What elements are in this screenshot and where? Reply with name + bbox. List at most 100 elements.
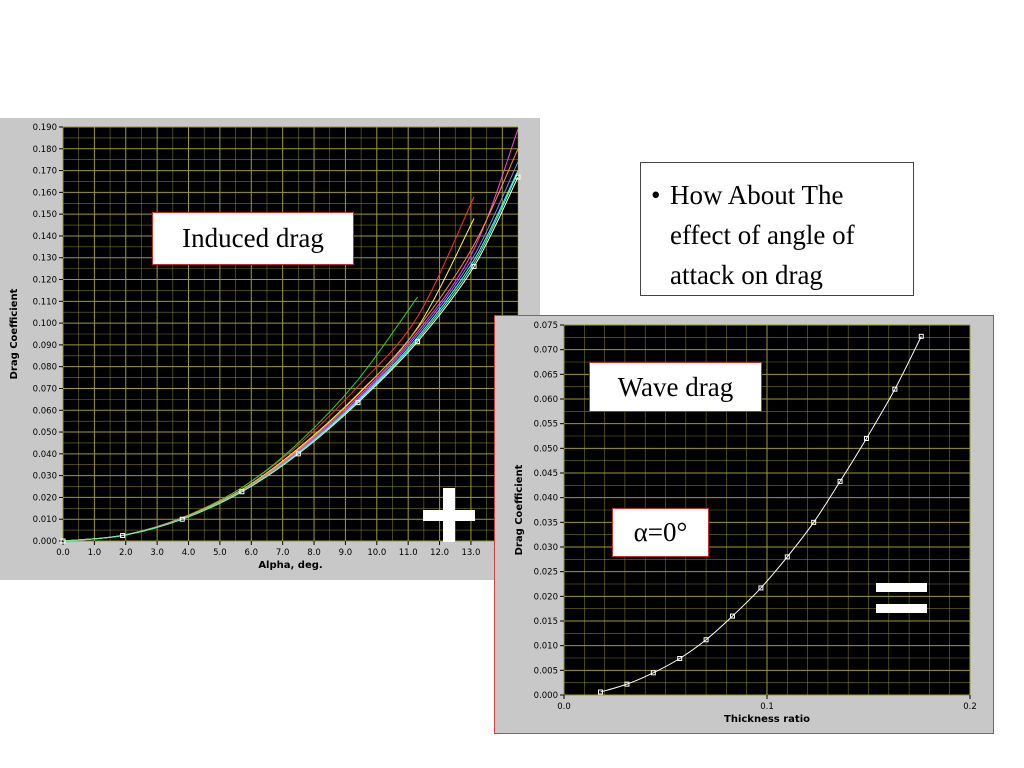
grid <box>563 324 971 696</box>
data-point-marker <box>624 681 630 687</box>
y-tick-label: 0.060 <box>33 406 57 416</box>
x-tick-label: 5.0 <box>213 548 227 558</box>
x-tick-label: 10.0 <box>367 548 386 558</box>
x-tick-labels: 0.0 1.0 2.0 3.0 4.0 5.0 6.0 7.0 8.0 9.0 10.0 11.0 12… <box>56 541 512 558</box>
induced-drag-chart: 0.000 0.010 0.020 0.030 0.040 0.050 0.060 0.070… <box>9 123 521 571</box>
x-tick-label: 8.0 <box>307 548 321 558</box>
data-point-marker <box>677 655 683 661</box>
data-point-marker <box>515 174 521 180</box>
data-point-marker <box>758 585 764 591</box>
x-tick-label: 11.0 <box>399 548 418 558</box>
data-point-marker <box>729 613 735 619</box>
data-point-marker <box>863 435 869 441</box>
equals-sign-bottom <box>876 604 927 613</box>
data-point-marker <box>598 689 604 695</box>
y-tick-label: 0.030 <box>33 472 57 482</box>
x-tick-label: 0.0 <box>56 548 70 558</box>
grid <box>62 126 519 542</box>
y-tick-label: 0.000 <box>33 537 57 547</box>
series-group <box>600 336 922 693</box>
x-tick-label: 7.0 <box>276 548 290 558</box>
wave-drag-label: Wave drag <box>589 362 762 412</box>
y-tick-label: 0.075 <box>534 321 558 331</box>
y-tick-label: 0.170 <box>33 167 57 177</box>
y-tick-labels: 0.000 0.010 0.020 0.030 0.040 0.050 0.060 0.070… <box>33 123 63 547</box>
y-tick-label: 0.065 <box>534 370 558 380</box>
data-point-marker <box>355 400 361 406</box>
y-tick-label: 0.010 <box>33 515 57 525</box>
x-axis-label: Alpha, deg. <box>258 560 322 571</box>
data-point-marker <box>179 516 185 522</box>
y-tick-label: 0.050 <box>534 444 558 454</box>
data-point-marker <box>837 478 843 484</box>
x-tick-label: 0.1 <box>760 702 774 712</box>
y-tick-label: 0.120 <box>33 276 57 286</box>
x-axis-label: Thickness ratio <box>724 714 810 725</box>
y-tick-label: 0.020 <box>534 592 558 602</box>
data-point-marker <box>471 263 477 269</box>
x-tick-label: 0.0 <box>557 702 571 712</box>
y-tick-label: 0.050 <box>33 428 57 438</box>
data-point-marker <box>60 538 66 544</box>
x-tick-label: 6.0 <box>245 548 259 558</box>
y-tick-label: 0.020 <box>33 493 57 503</box>
alpha-condition-label: α=0° <box>612 508 709 557</box>
y-tick-label: 0.100 <box>33 319 57 329</box>
y-tick-label: 0.035 <box>534 518 558 528</box>
y-tick-labels: 0.000 0.005 0.010 0.015 0.020 0.025 0.030 0.035… <box>534 321 564 701</box>
y-tick-label: 0.130 <box>33 254 57 264</box>
x-tick-label: 2.0 <box>119 548 133 558</box>
y-tick-label: 0.180 <box>33 145 57 155</box>
wave-drag-label-text: Wave drag <box>617 371 734 402</box>
y-tick-label: 0.190 <box>33 123 57 133</box>
data-point-marker <box>120 533 126 539</box>
induced-drag-label-text: Induced drag <box>182 223 324 253</box>
data-point-marker <box>415 339 421 345</box>
x-tick-label: 4.0 <box>182 548 196 558</box>
y-tick-label: 0.025 <box>534 568 558 578</box>
y-axis-label: Drag Coefficient <box>9 288 20 379</box>
plus-sign-vertical <box>443 488 455 542</box>
bullet-icon: • <box>651 180 661 210</box>
data-point-marker <box>650 670 656 676</box>
y-tick-label: 0.160 <box>33 188 57 198</box>
data-point-marker <box>703 637 709 643</box>
x-tick-label: 9.0 <box>339 548 353 558</box>
induced-drag-label: Induced drag <box>152 212 354 265</box>
bullet-text-box: • How About The effect of angle of attac… <box>640 162 914 296</box>
y-tick-label: 0.030 <box>534 543 558 553</box>
y-axis-label: Drag Coefficient <box>514 464 525 555</box>
bullet-text: How About The effect of angle of attack … <box>670 180 855 290</box>
y-tick-label: 0.070 <box>534 346 558 356</box>
series-group <box>63 129 518 541</box>
x-tick-label: 1.0 <box>88 548 102 558</box>
equals-sign-top <box>876 583 927 592</box>
y-tick-label: 0.000 <box>534 691 558 701</box>
y-tick-label: 0.110 <box>33 297 57 307</box>
y-tick-label: 0.055 <box>534 420 558 430</box>
data-point-marker <box>811 519 817 525</box>
x-tick-label: 13.0 <box>461 548 480 558</box>
y-tick-label: 0.015 <box>534 617 558 627</box>
x-tick-label: 12.0 <box>430 548 449 558</box>
series-line <box>600 336 922 693</box>
y-tick-label: 0.005 <box>534 666 558 676</box>
y-tick-label: 0.140 <box>33 232 57 242</box>
x-tick-label: 0.2 <box>963 702 977 712</box>
y-tick-label: 0.040 <box>33 450 57 460</box>
y-tick-label: 0.080 <box>33 363 57 373</box>
data-point-marker <box>295 451 301 457</box>
y-tick-label: 0.040 <box>534 494 558 504</box>
data-point-marker <box>239 489 245 495</box>
series-line <box>63 172 518 541</box>
y-tick-label: 0.090 <box>33 341 57 351</box>
data-point-marker <box>892 386 898 392</box>
y-tick-label: 0.045 <box>534 469 558 479</box>
alpha-condition-text: α=0° <box>633 517 688 547</box>
data-point-marker <box>784 554 790 560</box>
induced-drag-chart-panel: 0.000 0.010 0.020 0.030 0.040 0.050 0.060 0.070… <box>0 118 540 580</box>
y-tick-label: 0.070 <box>33 384 57 394</box>
x-tick-label: 3.0 <box>150 548 164 558</box>
x-tick-labels: 0.0 0.1 0.2 <box>557 695 977 712</box>
data-point-marker <box>918 333 924 339</box>
